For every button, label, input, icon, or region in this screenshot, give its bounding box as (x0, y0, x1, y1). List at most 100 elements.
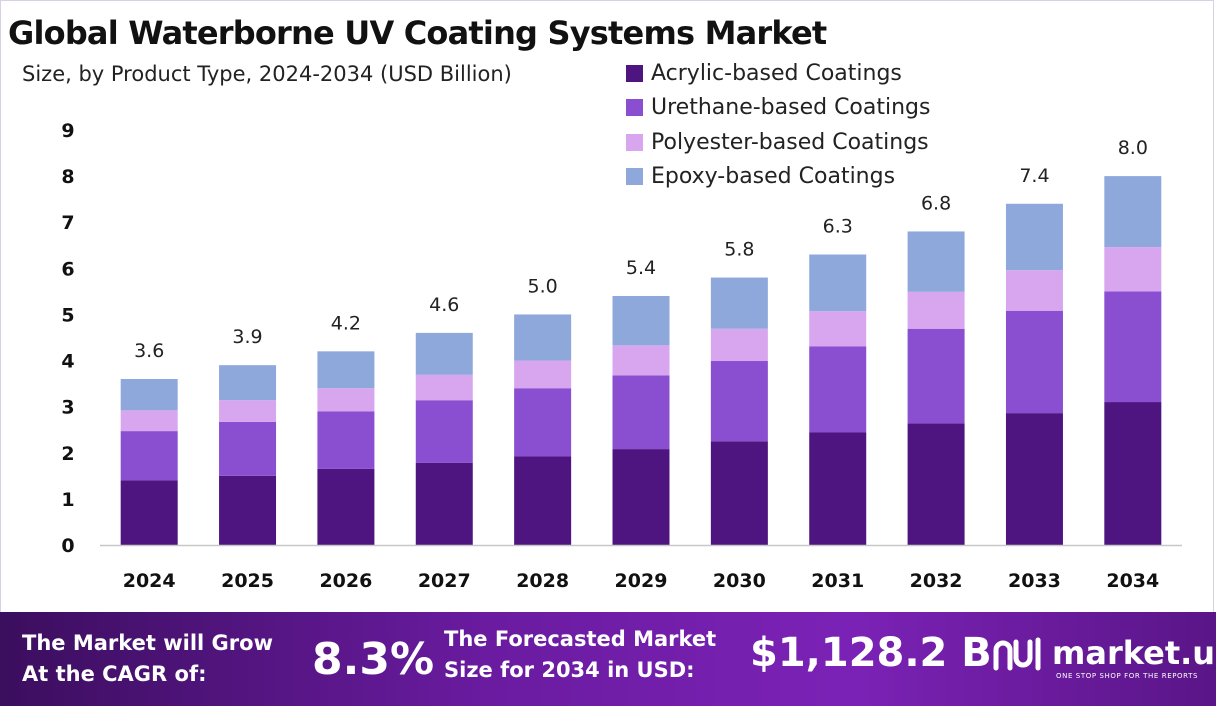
bar-segment-polyester (907, 291, 965, 329)
y-tick-label: 3 (61, 397, 74, 419)
cagr-label-line2: At the CAGR of: (22, 662, 207, 686)
legend-label-urethane: Urethane-based Coatings (651, 95, 931, 121)
chart-legend: Acrylic-based Coatings Urethane-based Co… (626, 56, 930, 194)
y-tick-label: 6 (61, 258, 74, 280)
bar-segment-epoxy (120, 379, 178, 411)
legend-swatch-acrylic (626, 64, 643, 82)
bar-segment-urethane (1104, 291, 1162, 403)
bar-segment-acrylic (219, 475, 277, 545)
bar-segment-acrylic (612, 449, 670, 545)
bar-segment-urethane (612, 375, 670, 450)
bar-segment-polyester (317, 388, 375, 412)
bar-total-label: 8.0 (1118, 137, 1148, 159)
market-us-logo-icon (993, 637, 1041, 671)
bar-segment-epoxy (415, 332, 473, 375)
bar-segment-polyester (612, 345, 670, 376)
legend-swatch-polyester (626, 133, 643, 151)
bar-segment-urethane (514, 388, 572, 457)
bar-segment-polyester (710, 328, 768, 362)
y-tick-label: 9 (61, 120, 74, 142)
x-tick-label: 2028 (516, 570, 569, 592)
bar-total-label: 5.0 (528, 275, 558, 297)
x-tick-label: 2024 (123, 570, 176, 592)
legend-item-epoxy: Epoxy-based Coatings (626, 160, 930, 195)
bar-segment-acrylic (120, 480, 178, 545)
bar-segment-urethane (415, 400, 473, 463)
bar-segment-urethane (907, 328, 965, 424)
bar-segment-epoxy (1104, 176, 1162, 248)
bar-segment-polyester (809, 311, 867, 347)
legend-label-acrylic: Acrylic-based Coatings (651, 60, 902, 86)
legend-item-acrylic: Acrylic-based Coatings (626, 56, 930, 91)
bar-segment-urethane (809, 346, 867, 433)
bar-segment-epoxy (710, 277, 768, 329)
bar-total-label: 5.8 (724, 239, 754, 261)
bar-segment-urethane (1005, 310, 1063, 414)
x-tick-label: 2026 (319, 570, 372, 592)
x-tick-label: 2031 (811, 570, 864, 592)
bar-total-label: 4.2 (331, 312, 361, 334)
bar-segment-acrylic (317, 468, 375, 545)
bar-total-label: 4.6 (429, 294, 459, 316)
cagr-label-line1: The Market will Grow (22, 631, 273, 655)
x-tick-label: 2033 (1008, 570, 1061, 592)
bar-segment-epoxy (612, 296, 670, 346)
stacked-bar-chart: 0 1 2 3 4 5 6 7 8 9 3.6 2024 3.9 2025 4.2 2026 4.6 2027 5.… (61, 120, 1182, 592)
y-tick-label: 0 (61, 535, 74, 557)
bar-total-label: 5.4 (626, 257, 656, 279)
forecast-value: $1,128.2 B (750, 630, 992, 676)
forecast-label-line1: The Forecasted Market (444, 627, 717, 651)
bar-segment-urethane (120, 431, 178, 481)
bar-segment-epoxy (317, 351, 375, 389)
bar-segment-epoxy (809, 254, 867, 312)
chart-title: Global Waterborne UV Coating Systems Mar… (8, 14, 827, 52)
bar-segment-acrylic (1005, 413, 1063, 545)
bar-segment-epoxy (1005, 203, 1063, 271)
bar-total-label: 3.9 (232, 326, 262, 348)
y-tick-label: 1 (61, 489, 74, 511)
bar-segment-polyester (1104, 247, 1162, 292)
legend-label-polyester: Polyester-based Coatings (651, 129, 929, 155)
legend-item-urethane: Urethane-based Coatings (626, 91, 930, 126)
legend-swatch-epoxy (626, 168, 643, 186)
bar-segment-acrylic (514, 456, 572, 545)
bar-segment-polyester (1005, 270, 1063, 311)
bar-total-label: 6.3 (823, 216, 853, 238)
bar-segment-acrylic (907, 423, 965, 545)
forecast-label-line2: Size for 2034 in USD: (444, 658, 695, 682)
bar-segment-acrylic (710, 441, 768, 545)
market-us-tagline: ONE STOP SHOP FOR THE REPORTS (1056, 672, 1199, 680)
bar-segment-acrylic (1104, 402, 1162, 545)
cagr-value: 8.3% (312, 634, 435, 685)
x-tick-label: 2025 (221, 570, 274, 592)
chart-subtitle: Size, by Product Type, 2024-2034 (USD Bi… (22, 62, 512, 86)
bar-total-label: 7.4 (1019, 165, 1049, 187)
bar-segment-urethane (317, 411, 375, 469)
bar-total-label: 6.8 (921, 192, 951, 214)
bar-segment-polyester (415, 374, 473, 401)
y-tick-label: 7 (61, 212, 74, 234)
x-tick-label: 2034 (1106, 570, 1159, 592)
y-tick-label: 8 (61, 166, 74, 188)
bar-segment-polyester (219, 400, 277, 422)
bar-segment-epoxy (907, 231, 965, 292)
y-tick-label: 4 (61, 351, 74, 373)
bar-segment-urethane (219, 421, 277, 476)
y-tick-label: 2 (61, 443, 74, 465)
bar-total-label: 3.6 (134, 340, 164, 362)
bar-segment-urethane (710, 361, 768, 442)
bar-segment-acrylic (809, 432, 867, 545)
y-tick-label: 5 (61, 304, 74, 326)
bar-segment-polyester (120, 410, 178, 432)
x-tick-label: 2029 (615, 570, 668, 592)
x-tick-label: 2030 (713, 570, 766, 592)
summary-banner: The Market will Grow At the CAGR of: 8.3… (0, 612, 1216, 706)
legend-label-epoxy: Epoxy-based Coatings (651, 164, 896, 190)
bar-segment-epoxy (514, 314, 572, 361)
market-us-logo-text: market.us (1052, 634, 1216, 672)
legend-item-polyester: Polyester-based Coatings (626, 125, 930, 160)
x-tick-label: 2027 (418, 570, 471, 592)
bar-segment-acrylic (415, 462, 473, 545)
x-tick-label: 2032 (910, 570, 963, 592)
legend-swatch-urethane (626, 99, 643, 117)
